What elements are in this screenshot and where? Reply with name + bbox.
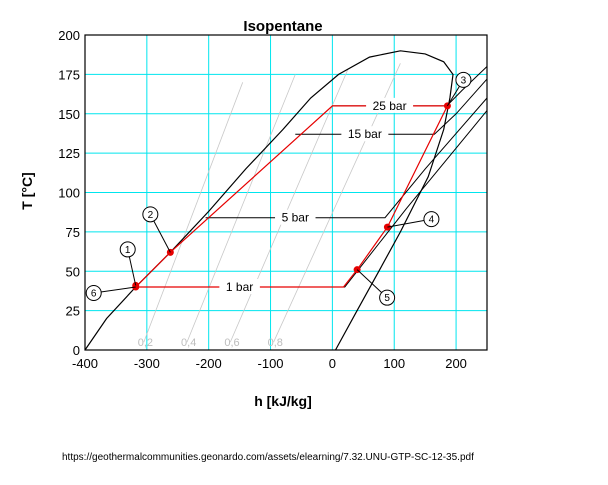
isobar-line	[205, 97, 488, 219]
quality-label: 0,6	[224, 337, 239, 349]
isobar-label: 1 bar	[226, 280, 253, 294]
callout-circle	[455, 71, 472, 88]
isobar-label-bg	[341, 126, 389, 142]
callout-circle	[379, 289, 396, 306]
y-tick-label: 100	[58, 186, 80, 201]
x-tick-label: -400	[72, 356, 98, 371]
x-tick-label: -100	[258, 356, 284, 371]
quality-line	[229, 69, 349, 343]
quality-label: 0,8	[268, 337, 283, 349]
plot-frame	[84, 34, 488, 351]
isobar-label: 5 bar	[282, 211, 309, 225]
y-tick-label: 50	[66, 264, 80, 279]
quality-line	[143, 82, 244, 343]
cycle-point-label: 5	[384, 293, 390, 304]
isobar-label-bg	[275, 209, 316, 225]
y-tick-label: 200	[58, 28, 80, 43]
callout-circle	[423, 211, 440, 228]
x-tick-label: 100	[383, 356, 405, 371]
cycle-point-label: 4	[429, 215, 435, 226]
saturation-dome	[84, 50, 454, 351]
callout-circle	[85, 285, 102, 301]
chart-title: Isopentane	[243, 18, 322, 35]
quality-label: 0,4	[181, 337, 196, 349]
y-tick-label: 25	[66, 304, 80, 319]
isobar-label: 15 bar	[348, 127, 382, 141]
callout-circle	[142, 206, 159, 223]
y-axis-label: T [°C]	[19, 172, 35, 209]
cycle-point-label: 2	[148, 210, 154, 221]
cycle-point-label: 1	[125, 245, 131, 256]
x-tick-label: -200	[196, 356, 222, 371]
y-tick-label: 75	[66, 225, 80, 240]
quality-label: 0,2	[138, 337, 153, 349]
cycle-point-label: 6	[91, 289, 97, 300]
y-tick-label: 125	[58, 146, 80, 161]
y-tick-label: 0	[73, 343, 80, 358]
isobar-label-bg	[219, 279, 260, 294]
cycle	[132, 102, 451, 291]
isobar-label-bg	[366, 97, 414, 113]
x-tick-label: 0	[329, 356, 336, 371]
tick-labels: -400 -300 -200 -100 0 100 20002550751001251501…	[58, 28, 467, 371]
y-tick-label: 150	[58, 107, 80, 122]
callout-circle	[119, 241, 136, 258]
source-url: https://geothermalcommunities.geonardo.c…	[62, 452, 474, 463]
curves	[84, 50, 488, 351]
labels: 0,2 0,4 0,6 0,8 25 bar 15 bar 5 bar 1 bar 1 2 3 4 5 6	[85, 71, 472, 349]
y-tick-label: 175	[58, 67, 80, 82]
isobar-label: 25 bar	[373, 99, 407, 113]
x-axis-label: h [kJ/kg]	[254, 393, 312, 409]
cycle-point-label: 3	[461, 75, 467, 86]
quality-line	[186, 74, 296, 343]
x-tick-label: 200	[445, 356, 467, 371]
grid	[84, 34, 487, 351]
x-tick-label: -300	[134, 356, 160, 371]
cycle-path	[135, 105, 449, 288]
